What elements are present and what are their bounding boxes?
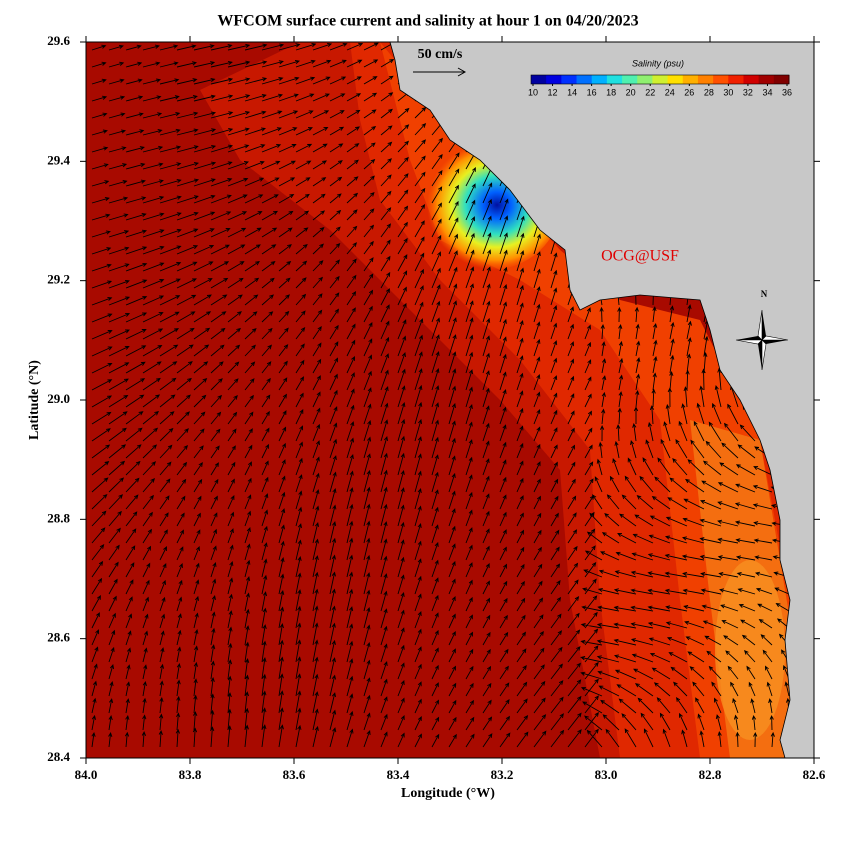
colorbar-swatch: [743, 75, 760, 84]
colorbar-swatch: [652, 75, 669, 84]
colorbar-tick-label: 22: [645, 87, 655, 97]
colorbar-swatch: [576, 75, 593, 84]
colorbar-swatch: [728, 75, 744, 84]
y-tick-label: 29.6: [47, 33, 70, 48]
land: [389, 42, 814, 758]
colorbar-tick-label: 18: [606, 87, 616, 97]
colorbar-tick-label: 32: [743, 87, 753, 97]
colorbar-tick-label: 24: [665, 87, 675, 97]
plot-area: [86, 42, 814, 758]
y-tick-label: 29.4: [47, 152, 70, 167]
scale-arrow: [413, 67, 467, 77]
y-axis-label: Latitude (°N): [27, 360, 42, 440]
colorbar-tick-label: 20: [626, 87, 636, 97]
y-tick-label: 28.8: [47, 510, 70, 525]
colorbar-swatch: [606, 75, 623, 84]
colorbar-swatch: [773, 75, 790, 84]
colorbar-swatch: [713, 75, 729, 84]
title: WFCOM surface current and salinity at ho…: [217, 13, 638, 30]
x-tick-label: 83.2: [491, 767, 514, 782]
x-axis-label: Longitude (°W): [401, 786, 495, 801]
colorbar-tick-label: 12: [548, 87, 558, 97]
x-tick-label: 84.0: [75, 767, 98, 782]
salinity-zone: [715, 560, 785, 740]
colorbar-tick-label: 28: [704, 87, 714, 97]
colorbar-swatch: [546, 75, 562, 84]
colorbar-tick-label: 36: [782, 87, 792, 97]
x-tick-label: 83.4: [387, 767, 410, 782]
colorbar-swatch: [531, 75, 547, 84]
axes: 84.0 83.8 83.6 83.4 83.2 83.0 82.8 82.6 28.4 28.6…: [47, 33, 826, 782]
y-tick-label: 29.0: [47, 391, 70, 406]
colorbar-frame: [530, 74, 790, 85]
colorbar-swatch: [682, 75, 699, 84]
colorbar-tick-label: 26: [684, 87, 694, 97]
colorbar-tick-label: 16: [587, 87, 597, 97]
scale-label: 50 cm/s: [418, 47, 463, 62]
colorbar-swatch: [637, 75, 653, 84]
colorbar-label: Salinity (psu): [632, 58, 684, 68]
credit: OCG@USF: [601, 248, 679, 265]
compass-light: [735, 309, 789, 371]
colorbar-swatch: [591, 75, 608, 84]
colorbar-swatch: [622, 75, 638, 84]
y-tick-label: 28.4: [47, 749, 70, 764]
colorbar-swatch: [667, 75, 684, 84]
x-tick-label: 82.6: [803, 767, 826, 782]
colorbar-swatch: [697, 75, 714, 84]
y-tick-label: 28.6: [47, 630, 70, 645]
x-tick-label: 83.8: [179, 767, 202, 782]
colorbar-swatch: [561, 75, 578, 84]
colorbar: 10 12 14 16 18 20 22 24 26 28 30 32 34 36: [528, 74, 792, 97]
colorbar-tick-label: 30: [723, 87, 733, 97]
x-tick-label: 83.6: [283, 767, 306, 782]
x-tick-label: 82.8: [699, 767, 722, 782]
colorbar-tick-label: 14: [567, 87, 577, 97]
y-tick-label: 29.2: [47, 272, 70, 287]
compass-label: N: [761, 289, 768, 299]
colorbar-tick-label: 34: [762, 87, 772, 97]
x-tick-label: 83.0: [595, 767, 618, 782]
colorbar-tick-label: 10: [528, 87, 538, 97]
colorbar-swatch: [758, 75, 775, 84]
